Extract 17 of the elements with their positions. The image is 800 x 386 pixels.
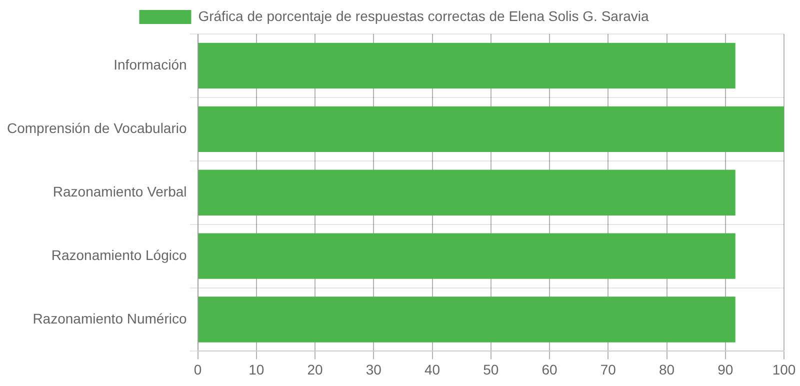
x-tick-label: 10	[248, 361, 264, 378]
x-tick-label: 50	[483, 361, 499, 378]
y-tick-label: Razonamiento Numérico	[32, 310, 187, 326]
x-tick-label: 90	[718, 361, 734, 378]
legend-label: Gráfica de porcentaje de respuestas correctas de Elena Solis G. Saravia	[198, 8, 649, 24]
y-tick-label: Razonamiento Verbal	[52, 183, 187, 200]
x-tick-label: 60	[542, 361, 558, 378]
x-tick-label: 30	[366, 361, 382, 378]
y-tick-label: Comprensión de Vocabulario	[6, 120, 187, 136]
x-tick-label: 40	[424, 361, 440, 378]
x-tick-label: 20	[307, 361, 324, 378]
x-tick-label: 70	[600, 361, 616, 378]
x-tick-label: 0	[194, 361, 202, 378]
y-tick-label: Información	[114, 56, 187, 73]
x-tick-label: 80	[658, 361, 675, 378]
x-tick-label: 100	[772, 361, 796, 378]
y-tick-label: Razonamiento Lógico	[51, 246, 187, 263]
